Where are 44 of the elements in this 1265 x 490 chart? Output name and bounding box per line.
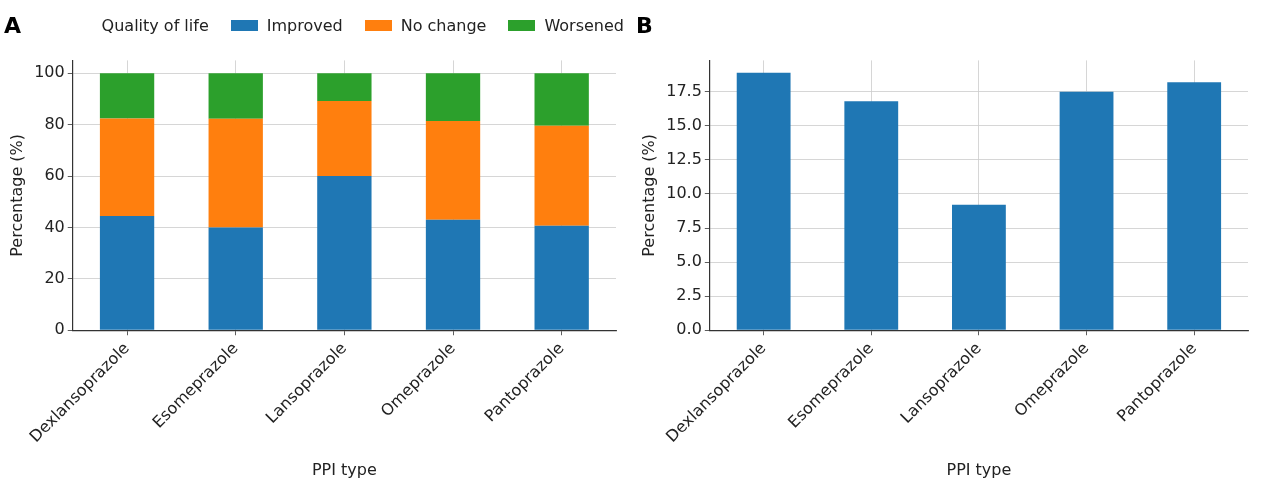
- bar: [534, 73, 589, 126]
- y-tick-label: 12.5: [666, 149, 702, 169]
- bar: [534, 225, 589, 330]
- legend-label: Improved: [266, 16, 343, 35]
- bar: [99, 118, 155, 216]
- legend-title: Quality of life: [101, 16, 209, 35]
- chart-title: A: [4, 12, 22, 38]
- y-tick-label: 17.5: [666, 80, 702, 100]
- y-tick-label: 15.0: [666, 114, 702, 134]
- bar: [208, 227, 263, 330]
- bar: [425, 219, 481, 330]
- y-axis-title: Percentage (%): [638, 133, 658, 257]
- y-tick-label: 80: [44, 113, 65, 133]
- y-tick-label: 40: [44, 216, 65, 236]
- bar: [317, 176, 372, 330]
- bar: [99, 215, 155, 330]
- legend-label: No change: [400, 16, 487, 35]
- x-axis-title: PPI type: [311, 459, 377, 479]
- y-tick-label: 60: [44, 165, 65, 185]
- bar: [317, 101, 372, 177]
- bar: [736, 72, 791, 330]
- y-axis-title: Percentage (%): [6, 133, 26, 257]
- y-tick-label: 100: [34, 62, 65, 82]
- y-tick-label: 2.5: [676, 285, 702, 305]
- x-axis-title: PPI type: [946, 459, 1012, 479]
- bar: [952, 204, 1006, 330]
- y-tick-label: 0.0: [676, 319, 702, 339]
- bar: [317, 73, 372, 102]
- legend-label: Worsened: [544, 16, 624, 35]
- bar: [844, 101, 899, 330]
- y-tick-label: 10.0: [666, 183, 702, 203]
- bar: [1059, 91, 1114, 330]
- chart-title: B: [636, 12, 653, 38]
- y-tick-label: 5.0: [676, 251, 702, 271]
- bar: [1167, 82, 1222, 330]
- bar: [208, 118, 263, 228]
- bar: [534, 125, 589, 226]
- y-tick-label: 20: [44, 268, 65, 288]
- y-tick-label: 7.5: [676, 217, 702, 237]
- bar: [425, 73, 481, 122]
- bar: [99, 73, 155, 119]
- bar: [425, 121, 481, 220]
- y-tick-label: 0: [54, 319, 65, 339]
- bar: [208, 73, 263, 119]
